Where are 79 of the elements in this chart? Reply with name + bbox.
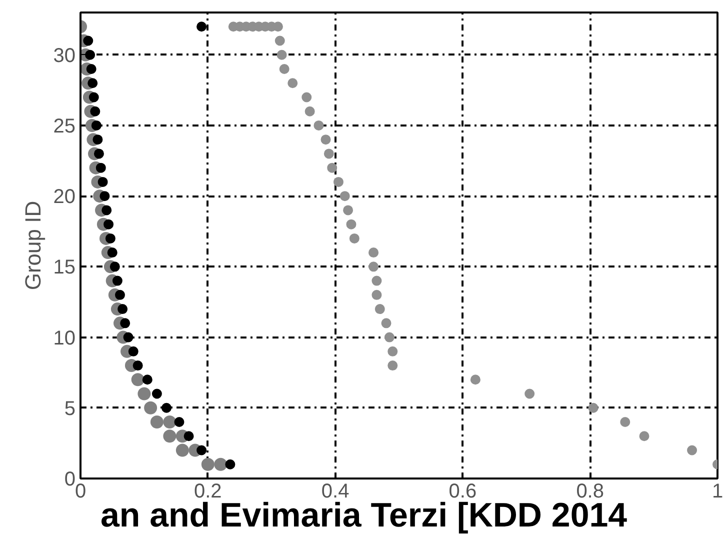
point xyxy=(374,304,385,314)
point xyxy=(304,106,315,116)
point xyxy=(96,162,106,173)
point xyxy=(384,332,394,342)
point xyxy=(368,262,379,272)
point xyxy=(196,22,207,32)
point xyxy=(343,205,354,216)
point xyxy=(132,360,143,371)
point xyxy=(102,205,112,216)
point xyxy=(98,176,108,187)
point xyxy=(279,64,290,74)
point xyxy=(349,233,360,244)
point xyxy=(327,162,338,173)
point xyxy=(114,290,125,300)
point xyxy=(91,120,102,130)
point xyxy=(138,387,151,400)
point xyxy=(90,106,100,116)
y-tick-label: 10 xyxy=(53,327,76,350)
point xyxy=(340,191,350,202)
point xyxy=(225,459,236,470)
y-tick-label: 20 xyxy=(53,186,76,208)
point xyxy=(112,276,122,286)
point xyxy=(163,416,176,429)
point xyxy=(100,191,110,202)
point xyxy=(388,346,398,356)
point xyxy=(324,148,334,159)
point xyxy=(184,431,194,442)
point xyxy=(346,219,356,230)
point xyxy=(128,346,138,356)
point xyxy=(105,233,116,244)
point xyxy=(687,445,698,456)
point xyxy=(288,78,298,88)
y-tick-label: 30 xyxy=(53,44,76,67)
point xyxy=(107,248,118,258)
point xyxy=(120,318,130,328)
point xyxy=(174,417,184,428)
point xyxy=(131,373,144,386)
point xyxy=(163,430,176,443)
point xyxy=(201,458,214,471)
point xyxy=(276,50,287,60)
point xyxy=(368,248,379,258)
point xyxy=(152,388,162,399)
point xyxy=(83,36,94,46)
point xyxy=(150,416,164,429)
point xyxy=(372,276,382,286)
point xyxy=(86,64,96,74)
point xyxy=(333,176,344,187)
point xyxy=(620,417,630,428)
point xyxy=(470,374,480,385)
y-tick-label: 25 xyxy=(53,115,76,138)
point xyxy=(161,402,172,413)
y-tick-label: 5 xyxy=(64,398,76,420)
point xyxy=(94,148,104,159)
point xyxy=(88,78,98,88)
point xyxy=(142,374,152,385)
point xyxy=(123,332,134,342)
point xyxy=(176,444,189,457)
point xyxy=(588,402,598,413)
point xyxy=(144,401,158,414)
point xyxy=(118,304,128,314)
point xyxy=(92,134,103,145)
point xyxy=(196,445,207,456)
point xyxy=(372,290,382,300)
point xyxy=(524,388,535,399)
point xyxy=(85,50,96,60)
point xyxy=(302,92,312,102)
point xyxy=(388,360,398,371)
point xyxy=(381,318,392,328)
x-tick-label: 1 xyxy=(712,480,723,502)
y-axis-title: Group ID xyxy=(20,200,46,290)
y-tick-label: 15 xyxy=(53,256,76,279)
point xyxy=(214,458,228,471)
point xyxy=(274,36,285,46)
point xyxy=(314,120,324,130)
point xyxy=(88,92,99,102)
point xyxy=(110,262,120,272)
point xyxy=(320,134,331,145)
point xyxy=(639,431,650,442)
point xyxy=(104,219,114,230)
